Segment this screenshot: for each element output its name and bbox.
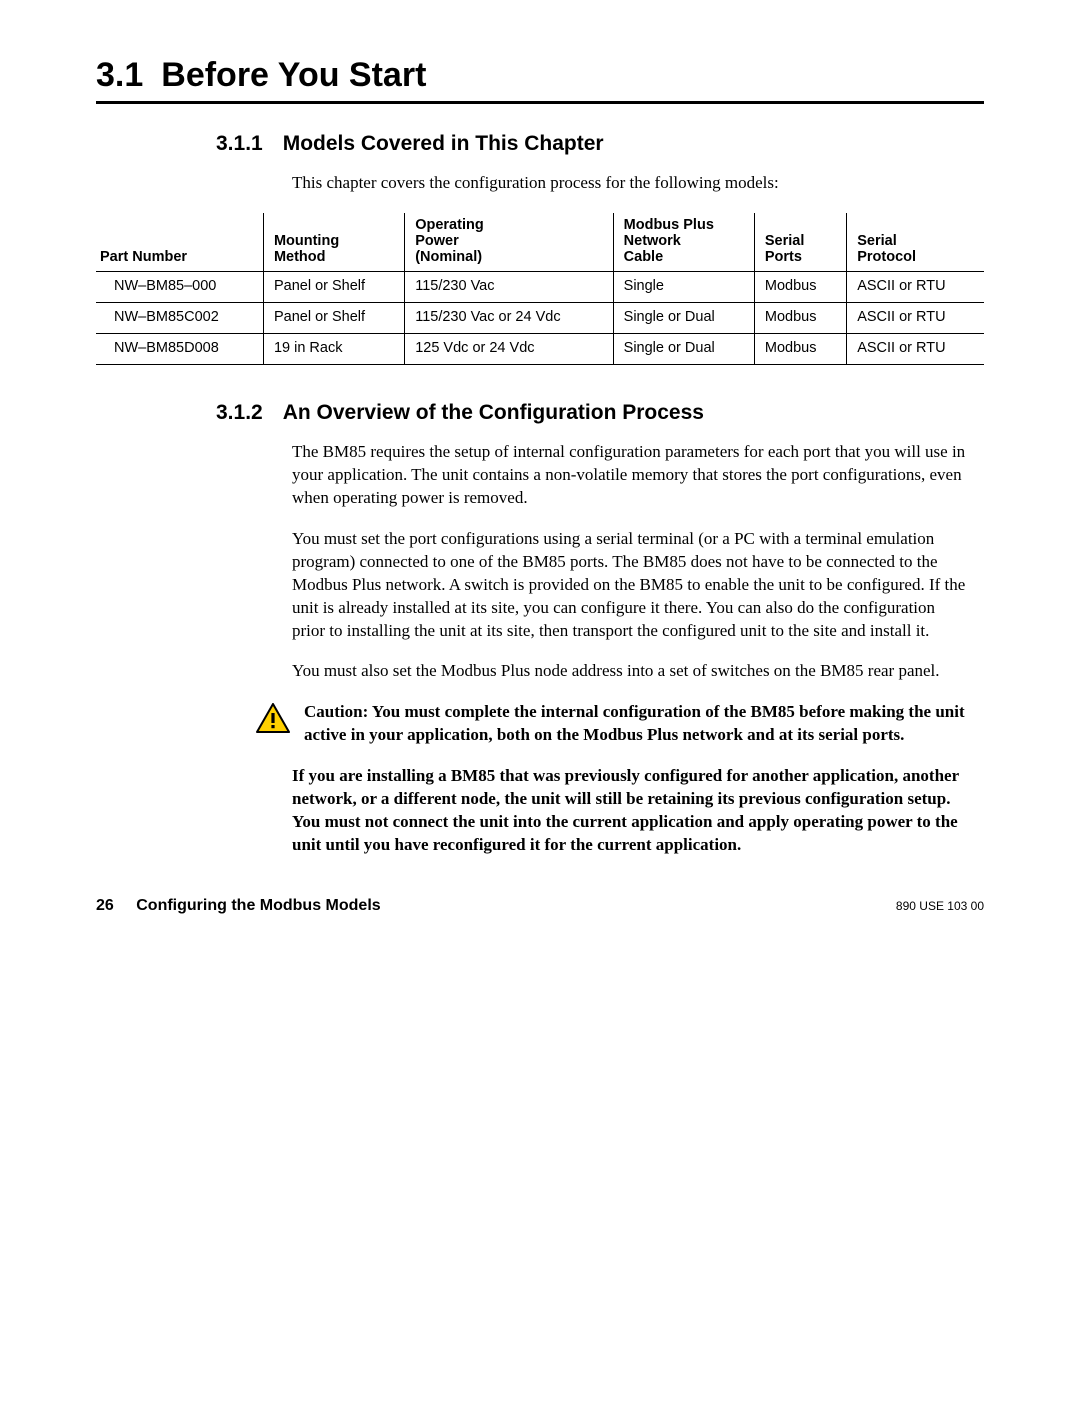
cell-cable: Single or Dual xyxy=(613,302,754,333)
footer-chapter-title: Configuring the Modbus Models xyxy=(136,897,380,914)
page-footer: 26 Configuring the Modbus Models 890 USE… xyxy=(96,897,984,915)
cell-proto: ASCII or RTU xyxy=(847,333,984,364)
cell-mount: Panel or Shelf xyxy=(263,271,404,302)
warning-icon xyxy=(256,703,290,738)
cell-part: NW–BM85D008 xyxy=(96,333,263,364)
models-table: Part Number MountingMethod OperatingPowe… xyxy=(96,213,984,365)
cell-cable: Single or Dual xyxy=(613,333,754,364)
cell-power: 115/230 Vac xyxy=(405,271,613,302)
caution-followup: If you are installing a BM85 that was pr… xyxy=(292,765,972,857)
cell-ports: Modbus xyxy=(754,333,846,364)
subheading-3-1-1: 3.1.1 Models Covered in This Chapter xyxy=(216,132,984,156)
h2-title: An Overview of the Configuration Process xyxy=(283,401,704,425)
cell-power: 125 Vdc or 24 Vdc xyxy=(405,333,613,364)
cell-ports: Modbus xyxy=(754,271,846,302)
h2-number: 3.1.1 xyxy=(216,132,263,156)
intro-311: This chapter covers the configuration pr… xyxy=(292,172,972,195)
col-proto: SerialProtocol xyxy=(847,213,984,272)
cell-proto: ASCII or RTU xyxy=(847,302,984,333)
paragraph: You must also set the Modbus Plus node a… xyxy=(292,660,972,683)
cell-mount: 19 in Rack xyxy=(263,333,404,364)
col-part: Part Number xyxy=(96,213,263,272)
page-number: 26 xyxy=(96,897,114,914)
table-row: NW–BM85–000 Panel or Shelf 115/230 Vac S… xyxy=(96,271,984,302)
cell-part: NW–BM85–000 xyxy=(96,271,263,302)
cell-power: 115/230 Vac or 24 Vdc xyxy=(405,302,613,333)
section-heading-3-1: 3.1 Before You Start xyxy=(96,56,984,95)
paragraph: This chapter covers the configuration pr… xyxy=(292,172,972,195)
caution-lead: Caution: You must complete the internal … xyxy=(304,701,976,747)
paragraph: You must set the port configurations usi… xyxy=(292,528,972,643)
subheading-3-1-2: 3.1.2 An Overview of the Configuration P… xyxy=(216,401,984,425)
col-ports: SerialPorts xyxy=(754,213,846,272)
col-cable: Modbus PlusNetworkCable xyxy=(613,213,754,272)
col-power: OperatingPower(Nominal) xyxy=(405,213,613,272)
caution-block: Caution: You must complete the internal … xyxy=(256,701,976,747)
h1-number: 3.1 xyxy=(96,56,143,95)
cell-mount: Panel or Shelf xyxy=(263,302,404,333)
page: 3.1 Before You Start 3.1.1 Models Covere… xyxy=(0,0,1080,959)
footer-left: 26 Configuring the Modbus Models xyxy=(96,897,381,915)
cell-cable: Single xyxy=(613,271,754,302)
h2-number: 3.1.2 xyxy=(216,401,263,425)
cell-ports: Modbus xyxy=(754,302,846,333)
paragraph: The BM85 requires the setup of internal … xyxy=(292,441,972,510)
table-row: NW–BM85D008 19 in Rack 125 Vdc or 24 Vdc… xyxy=(96,333,984,364)
h2-title: Models Covered in This Chapter xyxy=(283,132,604,156)
cell-proto: ASCII or RTU xyxy=(847,271,984,302)
footer-doc-id: 890 USE 103 00 xyxy=(896,899,984,913)
table-header-row: Part Number MountingMethod OperatingPowe… xyxy=(96,213,984,272)
col-mount: MountingMethod xyxy=(263,213,404,272)
table-row: NW–BM85C002 Panel or Shelf 115/230 Vac o… xyxy=(96,302,984,333)
cell-part: NW–BM85C002 xyxy=(96,302,263,333)
h1-title: Before You Start xyxy=(161,56,426,95)
body-312: The BM85 requires the setup of internal … xyxy=(292,441,972,683)
